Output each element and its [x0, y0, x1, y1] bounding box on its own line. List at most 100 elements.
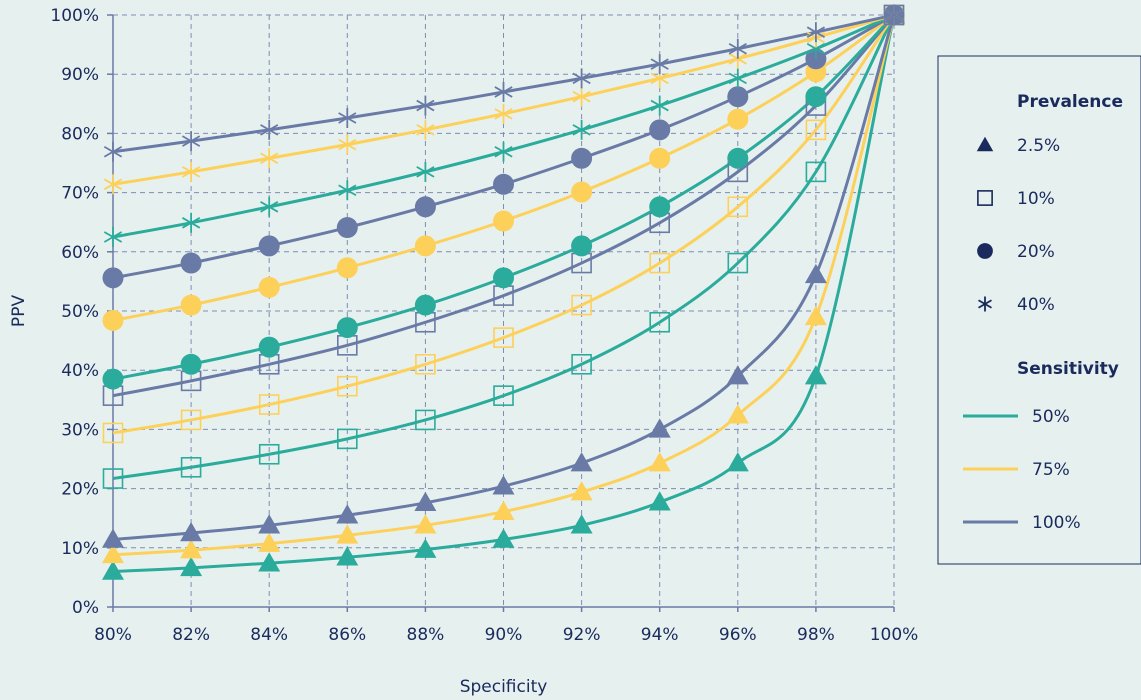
data-point-circle: [571, 235, 593, 257]
data-point-triangle: [570, 514, 593, 534]
data-point-triangle: [570, 481, 593, 501]
y-tick-label: 40%: [61, 361, 99, 381]
data-point-asterisk: [260, 119, 279, 140]
x-tick-label: 94%: [641, 625, 679, 645]
y-axis-title: PPV: [9, 295, 29, 328]
data-point-square: [493, 327, 514, 348]
x-tick-label: 92%: [563, 625, 601, 645]
data-point-asterisk: [494, 103, 513, 124]
data-point-asterisk: [338, 134, 357, 155]
data-point-square: [571, 353, 592, 375]
data-point-square: [805, 119, 827, 141]
data-point-circle: [805, 86, 827, 108]
legend-sensitivity-label: 75%: [1032, 460, 1070, 480]
legend-marker-asterisk: [978, 296, 992, 312]
data-point-circle: [493, 210, 514, 232]
data-point-circle: [258, 336, 280, 358]
data-point-triangle: [414, 538, 437, 558]
data-point-triangle: [180, 539, 203, 559]
legend: Prevalence 2.5% 10% 20% 40% Sensitivity 50% 75%…: [937, 55, 1141, 565]
data-point-asterisk: [260, 148, 279, 169]
legend-sensitivity-label: 50%: [1032, 407, 1070, 427]
data-point-square: [415, 353, 436, 375]
data-point-square: [336, 428, 358, 450]
data-point-circle: [414, 196, 436, 218]
data-point-square: [571, 294, 592, 316]
data-point-circle: [727, 86, 749, 108]
data-point-asterisk: [728, 38, 747, 59]
data-point-triangle: [102, 528, 124, 548]
legend-sensitivity-label: 100%: [1032, 513, 1081, 533]
data-point-triangle: [492, 500, 515, 520]
data-point-circle: [727, 108, 749, 130]
data-point-asterisk: [884, 5, 904, 25]
data-point-circle: [102, 309, 124, 331]
y-tick-label: 90%: [61, 65, 99, 85]
x-tick-label: 86%: [328, 625, 366, 645]
data-point-asterisk: [181, 212, 201, 233]
data-point-triangle: [492, 528, 515, 548]
x-tick-label: 80%: [94, 625, 132, 645]
data-point-triangle: [414, 491, 437, 512]
data-point-circle: [649, 147, 671, 169]
data-point-asterisk: [338, 180, 357, 201]
data-point-asterisk: [416, 95, 435, 116]
data-point-triangle: [648, 491, 671, 511]
legend-prevalence-label: 10%: [1017, 189, 1055, 209]
data-point-triangle: [102, 543, 124, 564]
data-point-circle: [414, 235, 436, 257]
data-point-square: [180, 409, 202, 431]
data-point-triangle: [336, 546, 359, 566]
y-tick-label: 30%: [61, 420, 99, 440]
data-point-square: [727, 196, 749, 218]
legend-box: [937, 55, 1141, 565]
data-point-asterisk: [572, 119, 591, 140]
y-tick-label: 80%: [61, 124, 99, 144]
data-point-asterisk: [103, 141, 123, 162]
legend-marker-circle: [977, 243, 993, 259]
legend-prevalence-label: 20%: [1017, 242, 1055, 262]
data-point-circle: [493, 267, 514, 289]
data-point-asterisk: [572, 86, 591, 107]
data-point-square: [336, 375, 358, 397]
data-point-circle: [258, 235, 280, 257]
x-tick-label: 100%: [870, 625, 919, 645]
data-point-square: [102, 468, 124, 489]
data-point-square: [805, 161, 827, 183]
data-point-asterisk: [494, 81, 513, 102]
data-point-asterisk: [494, 141, 513, 162]
data-point-circle: [336, 257, 358, 279]
data-point-triangle: [726, 365, 749, 385]
data-point-asterisk: [416, 161, 435, 182]
x-axis-title: Specificity: [460, 677, 548, 697]
data-point-circle: [727, 147, 749, 169]
legend-sensitivity-title: Sensitivity: [1017, 359, 1119, 379]
y-tick-label: 60%: [61, 243, 99, 263]
data-point-triangle: [648, 452, 671, 472]
data-point-triangle: [258, 532, 281, 552]
x-tick-label: 90%: [485, 625, 523, 645]
legend-prevalence-title: Prevalence: [1017, 92, 1123, 112]
series-line-prev-10-sens-75: [112, 14, 896, 435]
y-tick-label: 100%: [50, 6, 99, 26]
data-point-triangle: [336, 504, 359, 524]
data-point-triangle: [258, 552, 281, 572]
data-point-circle: [258, 276, 280, 298]
data-point-triangle: [336, 524, 359, 544]
data-point-circle: [180, 353, 202, 375]
data-point-triangle: [804, 263, 827, 284]
data-point-triangle: [180, 522, 203, 542]
data-point-circle: [649, 119, 671, 141]
data-point-triangle: [804, 365, 827, 385]
data-point-asterisk: [181, 161, 201, 182]
y-tick-label: 70%: [61, 184, 99, 204]
data-point-triangle: [180, 556, 203, 577]
data-point-asterisk: [650, 54, 669, 75]
data-point-square: [415, 409, 436, 431]
axes: 80% 82% 84% 86% 88% 90% 92% 94% 96% 98% 100% 0% 10% 2…: [9, 6, 918, 697]
data-point-circle: [571, 181, 593, 203]
data-point-triangle: [726, 404, 749, 424]
data-point-asterisk: [650, 95, 669, 116]
data-point-asterisk: [338, 108, 357, 129]
